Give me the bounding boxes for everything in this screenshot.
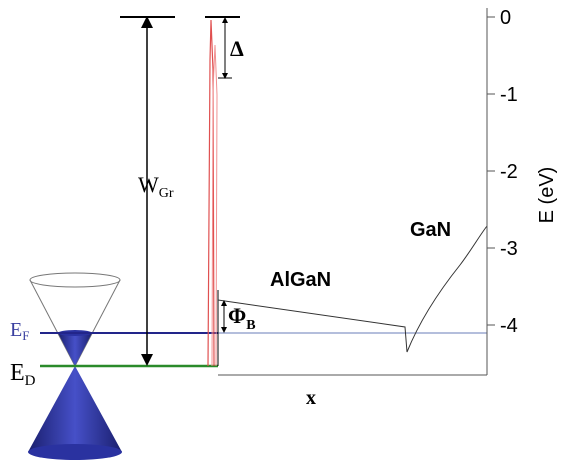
dirac-label: ED (10, 360, 36, 389)
band-diagram: 0 -1 -2 -3 -4 Δ WGr ΦB EF ED AlGaN GaN x E (… (0, 0, 563, 465)
tick-label: -3 (500, 238, 518, 260)
page: 0 -1 -2 -3 -4 Δ WGr ΦB EF ED AlGaN GaN x E (… (0, 0, 563, 465)
algan-label: AlGaN (270, 269, 331, 291)
tick-label: 0 (500, 7, 511, 29)
fermi-label: EF (10, 319, 29, 343)
tick-label: -4 (500, 315, 518, 337)
tick-label: -2 (500, 161, 518, 183)
gan-label: GaN (410, 219, 451, 241)
work-function-label: WGr (138, 172, 174, 201)
energy-ticks: 0 -1 -2 -3 -4 (487, 7, 518, 337)
delta-label: Δ (230, 36, 244, 61)
energy-axis-label: E (eV) (536, 167, 558, 224)
x-axis-label: x (306, 387, 316, 409)
barrier-label: ΦB (228, 303, 256, 333)
tick-label: -1 (500, 84, 518, 106)
interface-potential (212, 45, 217, 366)
